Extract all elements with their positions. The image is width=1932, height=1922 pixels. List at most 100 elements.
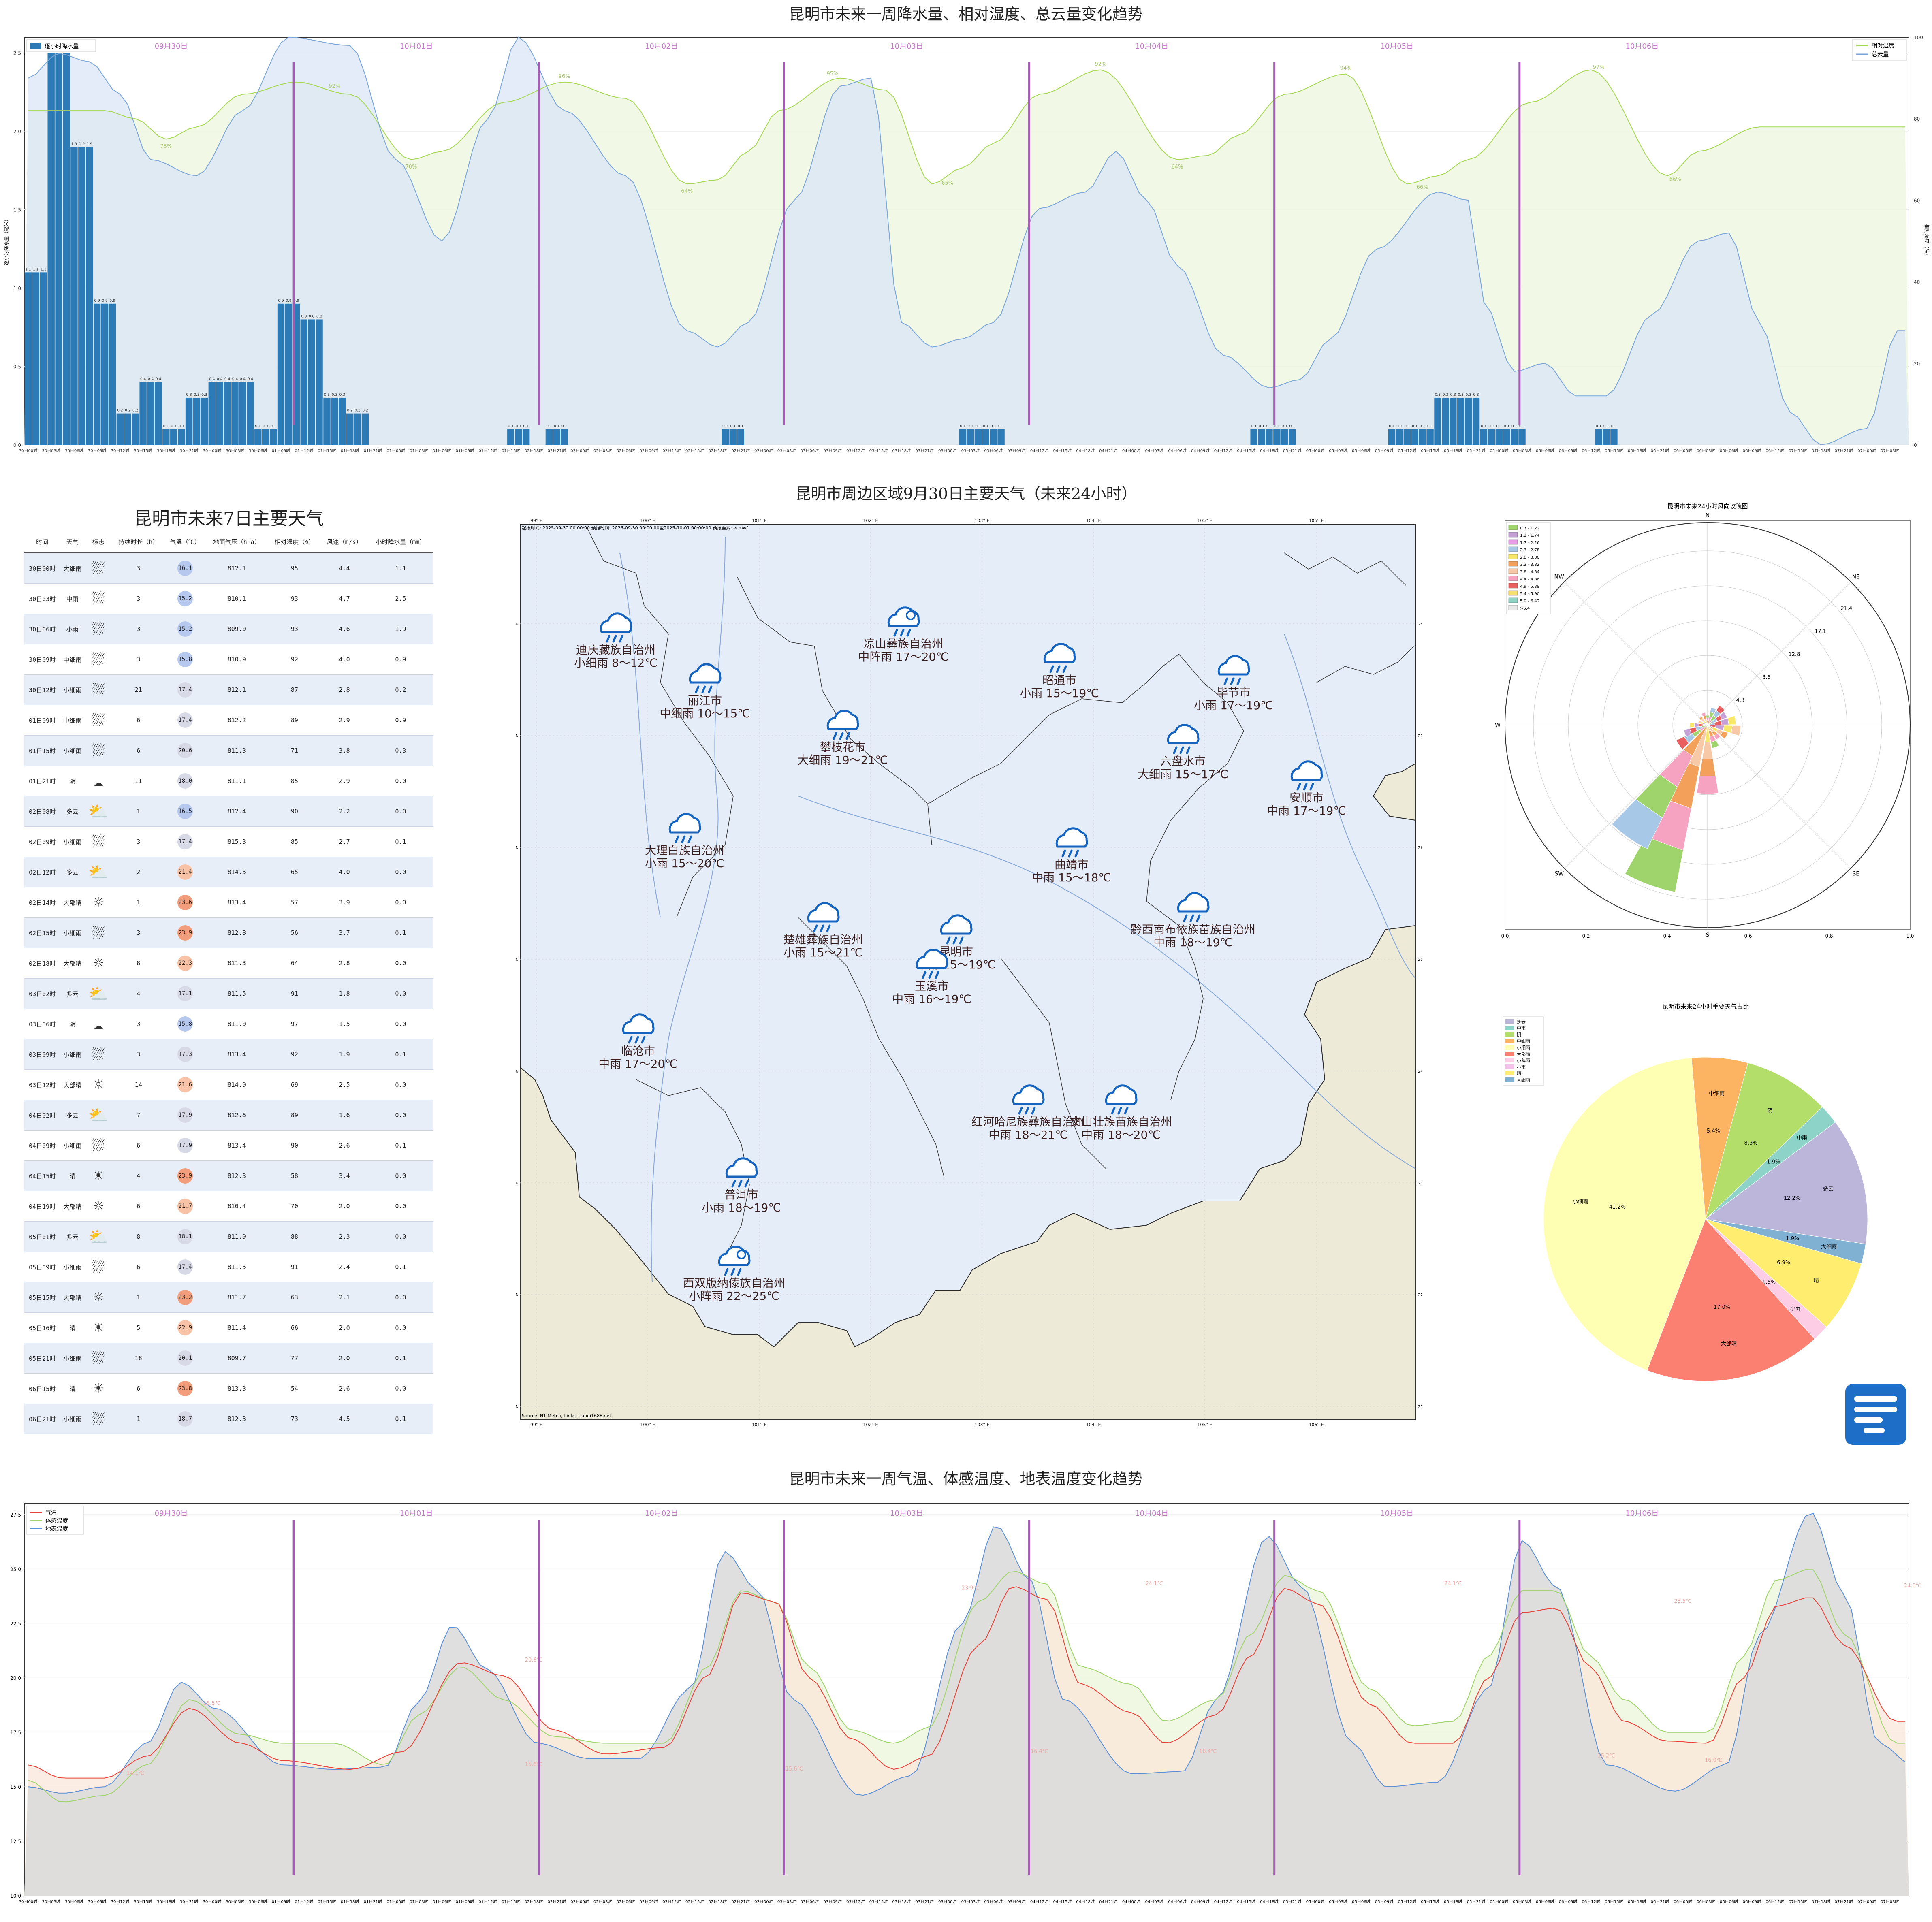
pie-slice (1543, 1057, 1706, 1371)
table-row: 05日15时 大部晴 ☼ 1 23.2 811.7 63 2.1 0.0 (24, 1282, 433, 1313)
weather-cell: 小细雨 (60, 735, 85, 766)
raindrop-icon (1056, 665, 1061, 673)
rain-bar-label: 0.8 (316, 314, 322, 318)
bottom-xtick: 07日21时 (1835, 1899, 1853, 1904)
top-xtick: 05日00时 (1490, 448, 1508, 453)
bottom-xtick: 04日18时 (1076, 1899, 1094, 1904)
top-xtick: 30日18时 (157, 448, 175, 453)
rain-bar (247, 382, 254, 445)
humidity-data-label: 65% (941, 180, 953, 186)
rain-bar (269, 429, 277, 445)
rose-legend-label: 5.4 - 5.90 (1520, 592, 1539, 596)
rain-bar (331, 397, 338, 445)
pie-slice-label: 晴 (1814, 1278, 1819, 1284)
rose-xtick: 1.0 (1906, 933, 1914, 939)
rain-bar-label: 0.1 (516, 424, 521, 428)
rain-bar-label: 0.2 (125, 409, 130, 413)
rain-cloud-icon (1055, 827, 1088, 848)
top-xtick: 05日21时 (1283, 448, 1301, 453)
temp-data-label: 24.1℃ (1444, 1581, 1462, 1587)
boundary-line (1146, 654, 1244, 902)
bottom-xtick: 02日18时 (525, 1899, 543, 1904)
top-xtick: 03日15时 (869, 448, 888, 453)
rain-bar (339, 397, 346, 445)
bottom-xtick: 01日15时 (318, 1899, 336, 1904)
bottom-xtick: 07日18时 (1812, 1899, 1830, 1904)
bottom-ytick: 17.5 (10, 1730, 21, 1736)
rain-bar (254, 429, 262, 445)
temp-bubble: 23.9 (177, 925, 193, 941)
city-name: 临沧市 (621, 1044, 655, 1058)
pie-legend-label: 小细雨 (1517, 1045, 1530, 1050)
temp-cell: 21.4 (165, 857, 206, 887)
city-forecast: 小雨 18～19℃ (702, 1201, 781, 1214)
icon-cell: ☼ (85, 1069, 112, 1100)
city-name: 丽江市 (688, 694, 722, 707)
pie-slice-label: 中雨 (1797, 1135, 1807, 1141)
sunny-icon: ☼ (93, 893, 103, 912)
map-lon-label: 99° E (530, 518, 542, 523)
rain-bar (40, 272, 47, 445)
top-xtick: 30日00时 (203, 448, 221, 453)
time-cell: 30日12时 (24, 674, 60, 705)
pie-pct-label: 1.6% (1762, 1280, 1776, 1286)
raindrop-icon (1111, 1107, 1116, 1115)
bottom-xtick: 05日21时 (1283, 1899, 1301, 1904)
humidity-cell: 54 (268, 1373, 321, 1404)
temp-bubble: 15.8 (177, 1016, 193, 1032)
icon-cell: ⛅ (85, 796, 112, 827)
icon-cell: ⛆ (85, 826, 112, 857)
icon-cell: ⛆ (85, 614, 112, 644)
bottom-xtick: 30日15时 (134, 1899, 152, 1904)
top-xtick: 30日09时 (88, 448, 106, 453)
duration-cell: 6 (112, 1130, 165, 1161)
bottom-legend-label: 地表温度 (45, 1526, 68, 1532)
map-lat-label: 24° N (514, 1069, 519, 1074)
raindrop-icon (1189, 914, 1194, 922)
wind-cell: 2.0 (321, 1191, 368, 1222)
rain-bar-label: 0.1 (1412, 424, 1418, 428)
rain-bar (132, 413, 139, 445)
map-lon-label: 103° E (975, 518, 990, 523)
rain-bar (737, 429, 744, 445)
duration-cell: 4 (112, 978, 165, 1009)
rose-wedge (1694, 723, 1699, 727)
rain-bar (116, 413, 124, 445)
top-xtick: 01日18时 (341, 448, 359, 453)
pressure-cell: 811.7 (205, 1282, 268, 1313)
rain-cloud-icon (1043, 643, 1076, 663)
time-cell: 05日16时 (24, 1312, 60, 1343)
bottom-xtick: 05日12时 (1398, 1899, 1416, 1904)
sun-icon: ☀ (93, 1167, 103, 1185)
bottom-xtick: 03日18时 (892, 1899, 911, 1904)
bottom-xtick: 06日21时 (1651, 1899, 1669, 1904)
day-label: 10月02日 (645, 42, 678, 51)
rain-bar-label: 0.9 (102, 299, 108, 303)
pressure-cell: 812.8 (205, 917, 268, 948)
city-name: 迪庆藏族自治州 (576, 643, 655, 657)
temp-cell: 16.5 (165, 796, 206, 827)
rain-bar (515, 429, 522, 445)
table-title: 昆明市未来7日主要天气 (134, 508, 324, 529)
top-xtick: 03日03时 (777, 448, 796, 453)
rain-bar-label: 0.2 (362, 409, 368, 413)
pie-slice (1691, 1057, 1748, 1220)
city-forecast: 中雨 18～20℃ (1081, 1128, 1161, 1141)
bottom-ytick: 15.0 (10, 1784, 21, 1790)
time-cell: 05日09时 (24, 1252, 60, 1282)
top-chart-title: 昆明市未来一周降水量、相对湿度、总云量变化趋势 (789, 5, 1143, 23)
rain-cell: 0.1 (367, 917, 433, 948)
rose-legend-swatch (1508, 532, 1518, 538)
sun-icon (737, 1250, 746, 1259)
raindrop-icon (1018, 1107, 1023, 1115)
bottom-xtick: 01日21时 (364, 1899, 382, 1904)
pie-slice-label: 大部晴 (1721, 1341, 1737, 1347)
pie-legend-label: 大部晴 (1517, 1051, 1530, 1057)
map-lon-label: 106° E (1309, 1422, 1324, 1427)
rain-bar (93, 303, 101, 445)
rose-legend-swatch (1508, 568, 1518, 574)
raindrop-icon (826, 924, 831, 932)
top-ytick-right: 40 (1914, 279, 1920, 285)
